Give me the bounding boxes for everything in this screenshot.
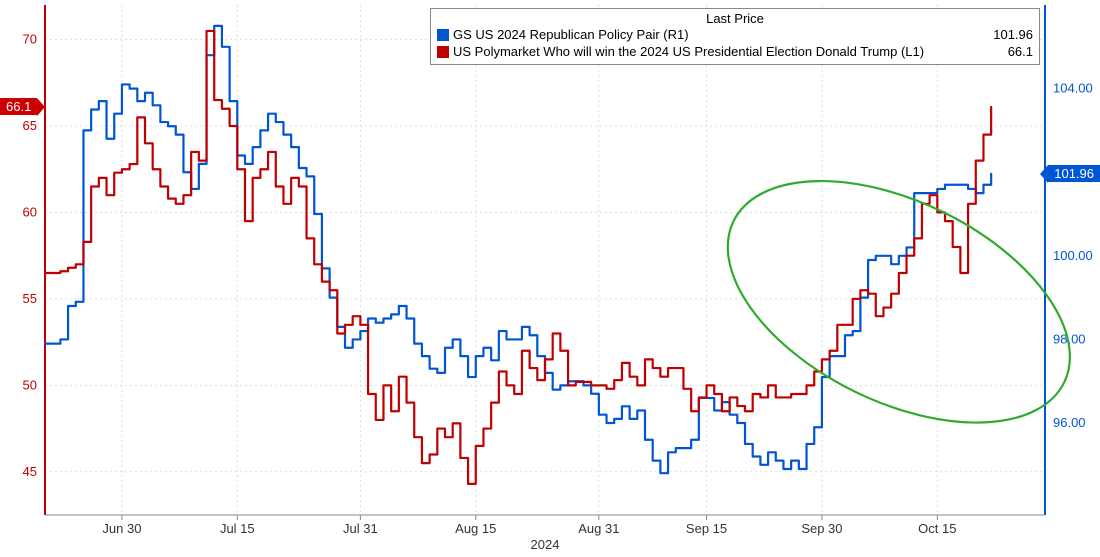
legend-item: GS US 2024 Republican Policy Pair (R1) 1… [437, 27, 1033, 43]
svg-text:70: 70 [23, 32, 37, 47]
svg-text:Sep 30: Sep 30 [801, 521, 842, 536]
svg-text:96.00: 96.00 [1053, 415, 1086, 430]
svg-text:Jul 31: Jul 31 [343, 521, 378, 536]
legend: Last Price GS US 2024 Republican Policy … [430, 8, 1040, 65]
right-price-badge: 101.96 [1048, 165, 1100, 182]
left-price-badge: 66.1 [0, 98, 37, 115]
legend-swatch-red [437, 46, 449, 58]
svg-text:100.00: 100.00 [1053, 248, 1093, 263]
svg-text:Aug 31: Aug 31 [578, 521, 619, 536]
legend-value: 101.96 [993, 27, 1033, 43]
legend-label: GS US 2024 Republican Policy Pair (R1) [453, 27, 981, 43]
svg-text:Jun 30: Jun 30 [102, 521, 141, 536]
svg-text:60: 60 [23, 204, 37, 219]
legend-value: 66.1 [1008, 44, 1033, 60]
legend-item: US Polymarket Who will win the 2024 US P… [437, 44, 1033, 60]
svg-text:55: 55 [23, 291, 37, 306]
svg-text:Sep 15: Sep 15 [686, 521, 727, 536]
svg-text:2024: 2024 [531, 537, 560, 552]
line-chart: 45505560657096.0098.00100.00102.00104.00… [0, 0, 1100, 557]
svg-text:50: 50 [23, 377, 37, 392]
legend-swatch-blue [437, 29, 449, 41]
svg-text:Jul 15: Jul 15 [220, 521, 255, 536]
svg-text:104.00: 104.00 [1053, 81, 1093, 96]
svg-text:45: 45 [23, 464, 37, 479]
svg-text:Oct 15: Oct 15 [918, 521, 956, 536]
svg-text:65: 65 [23, 118, 37, 133]
chart-container: { "canvas": { "width": 1100, "height": 5… [0, 0, 1100, 557]
legend-label: US Polymarket Who will win the 2024 US P… [453, 44, 996, 60]
legend-title: Last Price [437, 11, 1033, 27]
svg-text:Aug 15: Aug 15 [455, 521, 496, 536]
